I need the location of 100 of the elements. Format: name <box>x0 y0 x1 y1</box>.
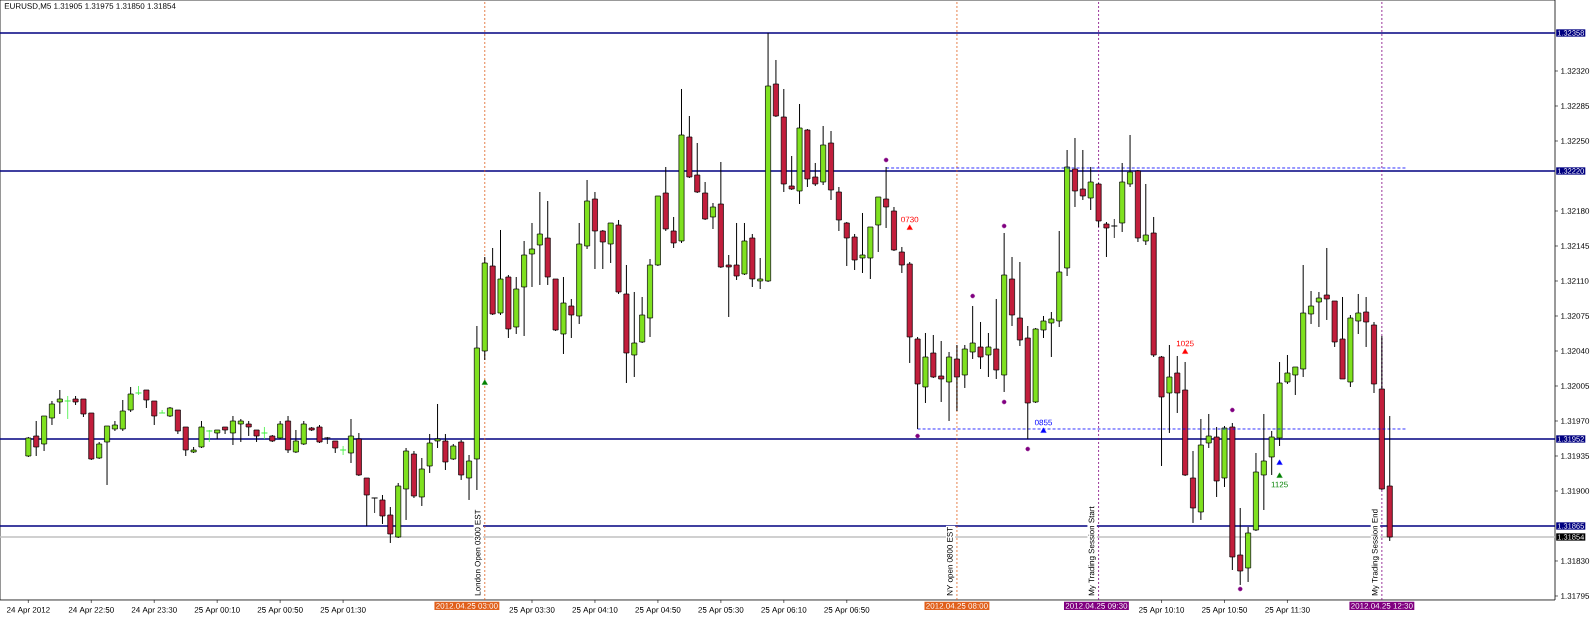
candlestick <box>285 415 291 454</box>
x-tick-label: 24 Apr 2012 <box>6 607 50 615</box>
candlestick <box>205 429 213 443</box>
candlestick <box>363 477 370 527</box>
candlestick <box>702 181 709 220</box>
candlestick <box>214 429 221 440</box>
y-tick-label: 1.32320 <box>1561 68 1590 74</box>
candlestick <box>339 445 347 456</box>
y-tick-label: 1.32285 <box>1561 103 1590 109</box>
candlestick <box>473 325 480 491</box>
series-label: 0730 <box>901 216 919 223</box>
point <box>1276 459 1283 465</box>
x-tick-label: 25 Apr 10:50 <box>1201 607 1248 615</box>
candlestick <box>584 179 591 250</box>
candlestick <box>1127 134 1134 188</box>
candlestick <box>1253 452 1259 531</box>
candlestick <box>1315 291 1322 328</box>
candlestick <box>418 457 425 507</box>
candlestick <box>49 400 55 426</box>
candlestick <box>104 425 110 486</box>
candlestick <box>780 88 787 193</box>
y-tick-label: 1.31830 <box>1561 558 1590 564</box>
text: 2012.04.25 09:30 <box>1065 602 1128 609</box>
candlestick <box>662 166 669 232</box>
y-tick-label: 1.31935 <box>1561 453 1590 459</box>
text: 2012.04.25 03:00 <box>436 602 498 609</box>
point <box>970 293 975 299</box>
y-tick-label: 1.32250 <box>1561 138 1590 144</box>
candlestick <box>371 497 379 514</box>
candlestick <box>529 222 535 288</box>
x-tick-label: 24 Apr 22:50 <box>68 607 114 615</box>
y-tick-label: 1.32005 <box>1561 383 1590 389</box>
point <box>1025 446 1030 452</box>
candlestick <box>1134 170 1141 243</box>
ref-line-label: My Trading Session Start <box>1088 506 1096 596</box>
x-tick-label: 25 Apr 06:10 <box>761 607 807 615</box>
candlestick <box>1009 256 1015 327</box>
text: 2012.04.25 12:30 <box>1351 602 1413 609</box>
candlestick <box>403 447 410 521</box>
x-tick-label: 25 Apr 10:10 <box>1139 607 1185 615</box>
point <box>1276 472 1283 478</box>
ref-line-label: NY open 0800 EST <box>946 527 955 596</box>
point <box>1001 223 1007 229</box>
candlestick <box>348 418 354 464</box>
point <box>915 433 920 439</box>
x-tick-label: 25 Apr 11:30 <box>1265 607 1310 615</box>
candlestick <box>1190 450 1196 524</box>
candlestick <box>891 206 897 251</box>
candlestick <box>772 59 779 117</box>
x-tick-label: 25 Apr 00:10 <box>194 607 240 615</box>
candlestick <box>765 32 772 282</box>
x-tick-label: 25 Apr 03:30 <box>509 607 555 615</box>
point <box>1182 348 1189 354</box>
y-tick-label: 1.32145 <box>1561 243 1590 249</box>
candlestick <box>1119 162 1126 233</box>
candlestick <box>198 420 205 448</box>
candlestick <box>835 186 842 232</box>
candlestick <box>521 240 528 337</box>
candlestick <box>64 395 72 420</box>
candlestick <box>647 258 653 338</box>
y-tick-label: 1.31970 <box>1561 418 1590 424</box>
candlestick <box>875 196 882 253</box>
point <box>883 157 889 163</box>
candlestick <box>253 429 260 443</box>
candlestick <box>1072 137 1078 208</box>
candlestick <box>260 426 268 440</box>
series-label: 1125 <box>1271 481 1288 488</box>
candlestick <box>158 409 166 414</box>
point <box>1230 407 1235 413</box>
candlestick <box>167 407 173 417</box>
candlestick <box>355 432 362 476</box>
point <box>1238 586 1243 592</box>
candlestick <box>1245 526 1252 583</box>
candlestick <box>41 415 48 452</box>
candlestick <box>1371 321 1377 394</box>
candlestick <box>411 450 417 499</box>
candlestick <box>1323 247 1330 321</box>
chart-title: EURUSD,M5 1.31905 1.31975 1.31850 1.31854 <box>4 3 176 10</box>
x-tick-label: 25 Apr 01:30 <box>320 607 366 615</box>
candlestick <box>56 389 63 415</box>
candlestick <box>230 415 236 446</box>
y-tick-label: 1.32180 <box>1561 208 1590 214</box>
y-tick-label: 1.31795 <box>1561 593 1590 599</box>
point <box>906 224 913 230</box>
candlestick <box>1260 413 1267 511</box>
point <box>1001 399 1007 405</box>
series-label: 0855 <box>1034 419 1053 426</box>
text: 2012.04.25 08:00 <box>926 602 988 609</box>
x-tick-label: 24 Apr 23:30 <box>131 607 177 615</box>
candlestick <box>332 440 339 454</box>
x-tick-label: 25 Apr 04:50 <box>635 607 681 615</box>
candlestick <box>883 166 890 229</box>
point <box>481 379 488 385</box>
x-tick-label: 25 Apr 06:50 <box>824 607 870 615</box>
candlestick <box>426 433 433 474</box>
candlestick <box>222 426 229 435</box>
candlestick <box>292 429 299 453</box>
candlestick <box>1197 418 1204 521</box>
x-tick-label: 25 Apr 00:50 <box>257 607 303 615</box>
candlestick <box>828 130 834 201</box>
